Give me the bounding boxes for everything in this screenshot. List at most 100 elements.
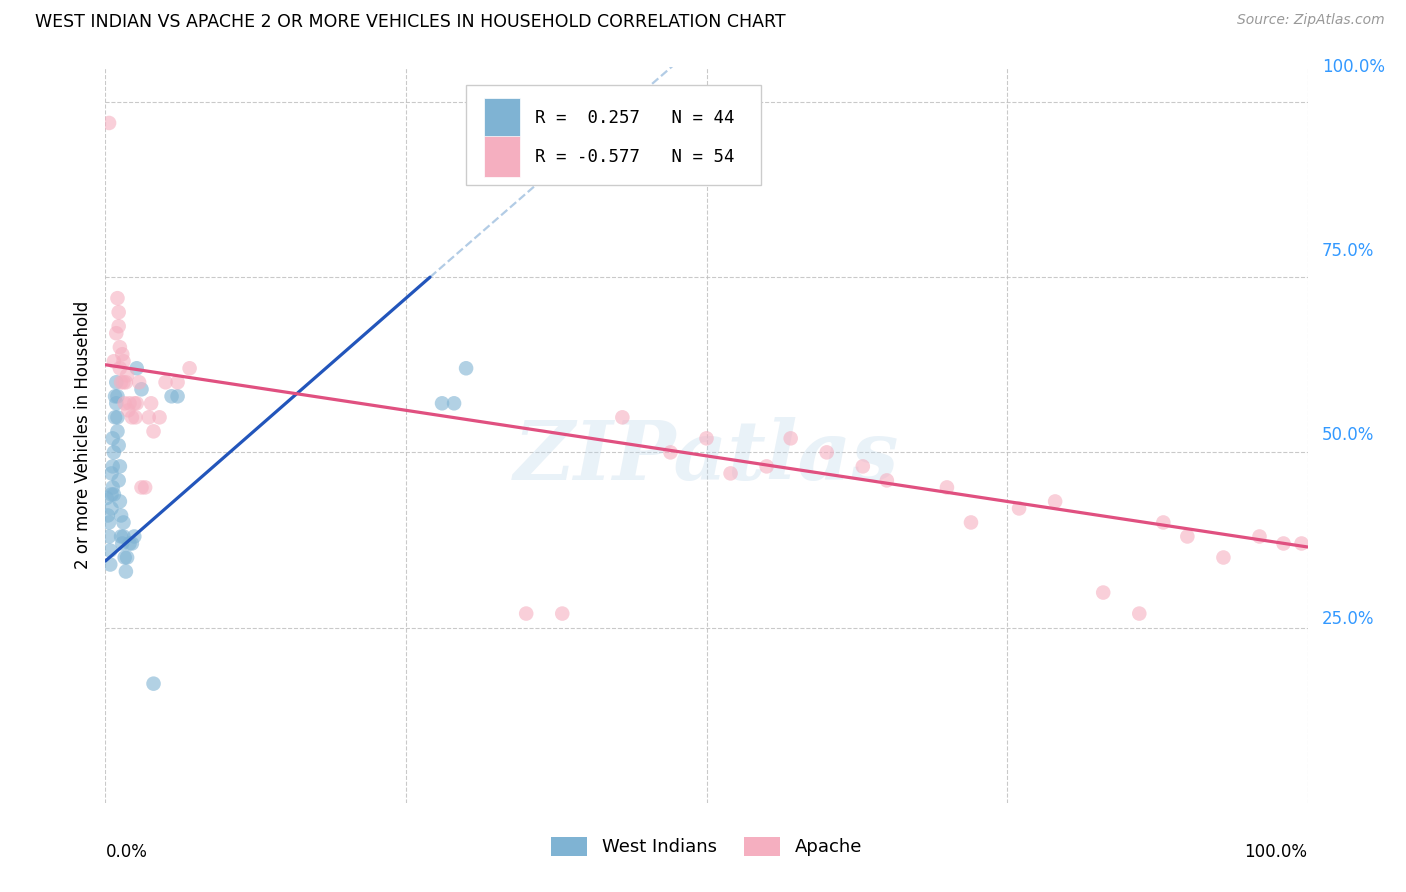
Text: 75.0%: 75.0%: [1322, 242, 1375, 260]
Point: [117, 403, 139, 417]
Legend: West Indians, Apache: West Indians, Apache: [544, 830, 869, 863]
Text: ZIPatlas: ZIPatlas: [513, 417, 900, 497]
Point: [128, 376, 150, 390]
Point: [454, 361, 477, 376]
Point: [936, 480, 959, 494]
Point: [166, 376, 188, 390]
Point: [104, 389, 127, 403]
Point: [100, 501, 122, 516]
Point: [139, 396, 162, 410]
Point: [1291, 536, 1313, 550]
Point: [104, 410, 127, 425]
Point: [114, 396, 136, 410]
Point: [100, 487, 122, 501]
Point: [98, 529, 121, 543]
Point: [111, 536, 134, 550]
Point: [110, 376, 132, 390]
Point: [98, 543, 121, 558]
Point: [124, 529, 146, 543]
Point: [755, 459, 778, 474]
Point: [105, 326, 128, 341]
Point: [108, 361, 131, 376]
Point: [1008, 501, 1031, 516]
Point: [142, 425, 165, 439]
Point: [107, 291, 129, 305]
Point: [98, 516, 121, 530]
Point: [112, 529, 135, 543]
Point: [105, 376, 128, 390]
Point: [166, 389, 188, 403]
Point: [115, 550, 138, 565]
Point: [612, 410, 634, 425]
Point: [97, 508, 120, 523]
Point: [1272, 536, 1295, 550]
Point: [115, 368, 138, 383]
Point: [108, 494, 131, 508]
Point: [115, 565, 138, 579]
Point: [1175, 529, 1198, 543]
Point: [107, 438, 129, 452]
Point: [112, 516, 135, 530]
Point: [720, 467, 742, 481]
Point: [107, 410, 129, 425]
Point: [1152, 516, 1174, 530]
Point: [160, 389, 183, 403]
Point: [105, 396, 128, 410]
Point: [96, 491, 118, 505]
Point: [155, 376, 177, 390]
Point: [103, 487, 125, 501]
Point: [101, 431, 124, 445]
Point: [114, 550, 136, 565]
Point: [111, 347, 134, 361]
Text: R = -0.577   N = 54: R = -0.577 N = 54: [534, 148, 734, 166]
Point: [110, 529, 132, 543]
Point: [112, 376, 135, 390]
Point: [103, 445, 125, 459]
Point: [110, 508, 132, 523]
Y-axis label: 2 or more Vehicles in Household: 2 or more Vehicles in Household: [75, 301, 93, 569]
Point: [852, 459, 875, 474]
Point: [115, 376, 138, 390]
Point: [430, 396, 453, 410]
Point: [179, 361, 201, 376]
Point: [1249, 529, 1271, 543]
Point: [125, 361, 148, 376]
Point: [148, 410, 170, 425]
Point: [1092, 585, 1115, 599]
Point: [131, 382, 153, 396]
Bar: [484, 98, 520, 138]
Point: [551, 607, 574, 621]
Text: R =  0.257   N = 44: R = 0.257 N = 44: [534, 110, 734, 128]
Point: [125, 396, 148, 410]
Point: [108, 340, 131, 354]
Text: 100.0%: 100.0%: [1322, 58, 1385, 76]
Text: 50.0%: 50.0%: [1322, 425, 1375, 444]
Point: [1212, 550, 1234, 565]
Point: [696, 431, 718, 445]
Bar: [484, 136, 520, 177]
Point: [98, 558, 121, 572]
Text: 25.0%: 25.0%: [1322, 610, 1375, 628]
Point: [100, 467, 122, 481]
Point: [138, 410, 160, 425]
Text: 100.0%: 100.0%: [1244, 843, 1308, 862]
Point: [124, 410, 146, 425]
Text: Source: ZipAtlas.com: Source: ZipAtlas.com: [1237, 13, 1385, 28]
Text: WEST INDIAN VS APACHE 2 OR MORE VEHICLES IN HOUSEHOLD CORRELATION CHART: WEST INDIAN VS APACHE 2 OR MORE VEHICLES…: [35, 13, 786, 31]
Point: [131, 480, 153, 494]
Point: [98, 116, 121, 130]
Point: [779, 431, 801, 445]
Point: [876, 474, 898, 488]
Point: [101, 480, 124, 494]
Point: [1043, 494, 1066, 508]
Point: [121, 410, 143, 425]
Point: [107, 305, 129, 319]
Point: [134, 480, 156, 494]
Point: [659, 445, 682, 459]
Point: [1128, 607, 1150, 621]
Point: [443, 396, 465, 410]
Point: [103, 354, 125, 368]
Point: [960, 516, 983, 530]
Point: [108, 459, 131, 474]
Text: 0.0%: 0.0%: [105, 843, 148, 862]
